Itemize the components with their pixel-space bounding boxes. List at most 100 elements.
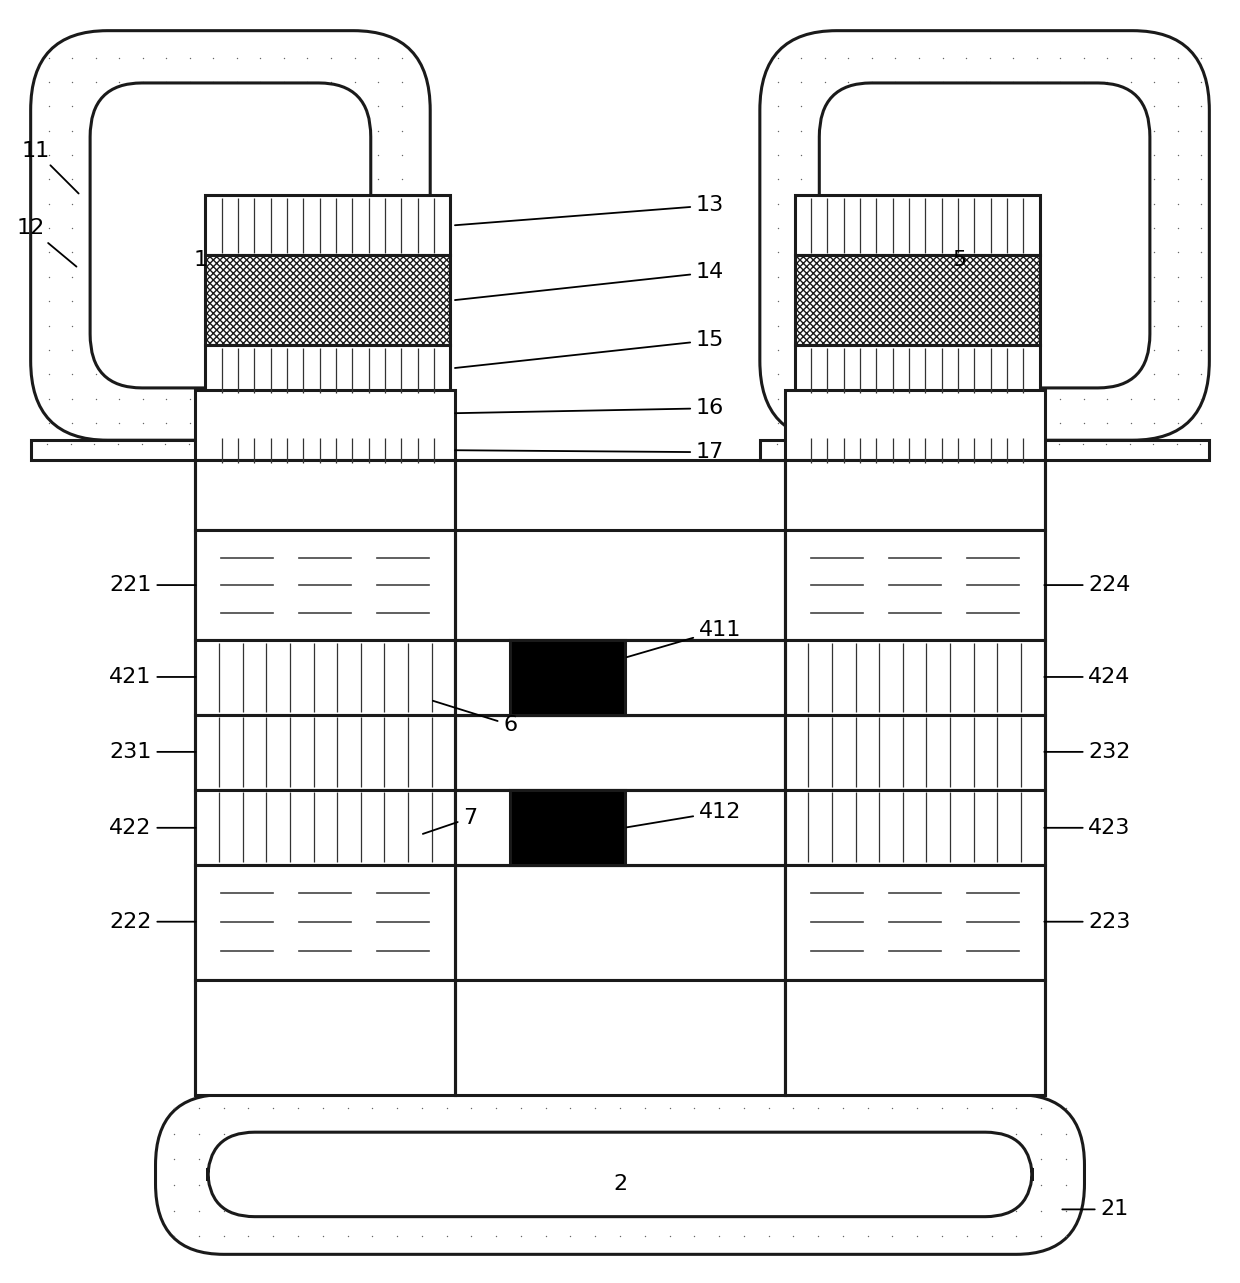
Point: [635, 1150, 655, 1170]
Point: [378, 482, 398, 503]
Point: [362, 1150, 382, 1170]
Point: [356, 1024, 376, 1044]
Point: [1003, 121, 1023, 141]
Point: [835, 390, 854, 411]
Point: [835, 482, 854, 503]
Point: [1168, 194, 1188, 214]
Point: [1097, 242, 1117, 263]
Point: [401, 506, 420, 526]
Point: [980, 72, 999, 92]
Text: 232: 232: [1044, 742, 1131, 762]
Point: [188, 1098, 208, 1119]
Point: [203, 267, 223, 287]
Point: [885, 145, 905, 166]
Point: [908, 434, 928, 454]
Point: [201, 413, 221, 434]
Point: [203, 316, 223, 336]
Point: [1145, 96, 1164, 117]
Point: [315, 412, 335, 432]
Point: [38, 364, 58, 385]
Point: [946, 1024, 966, 1044]
Point: [356, 1047, 376, 1067]
Point: [909, 218, 929, 239]
Point: [1007, 1124, 1027, 1144]
Point: [109, 267, 129, 287]
Point: [1050, 267, 1070, 287]
Bar: [196, 865, 455, 980]
Point: [946, 1047, 966, 1067]
Point: [109, 145, 129, 166]
Point: [1097, 121, 1117, 141]
Bar: [206, 435, 450, 466]
Point: [991, 482, 1011, 503]
Point: [461, 1150, 481, 1170]
Point: [1097, 169, 1117, 190]
Point: [368, 340, 388, 361]
Point: [298, 72, 317, 92]
Point: [1192, 389, 1211, 409]
Point: [812, 1070, 832, 1091]
Point: [356, 506, 376, 526]
Point: [387, 1150, 407, 1170]
Point: [1168, 218, 1188, 239]
Point: [227, 96, 247, 117]
Point: [1050, 340, 1070, 361]
Point: [335, 1047, 355, 1067]
Point: [263, 1201, 283, 1221]
Point: [223, 1070, 243, 1091]
Point: [536, 1150, 556, 1170]
Point: [511, 1175, 531, 1196]
Point: [1192, 267, 1211, 287]
Point: [156, 121, 176, 141]
Point: [227, 145, 247, 166]
Point: [790, 978, 810, 998]
Point: [1074, 194, 1094, 214]
Point: [1056, 1201, 1076, 1221]
Point: [412, 1175, 432, 1196]
Point: [1168, 72, 1188, 92]
Point: [356, 413, 376, 434]
Point: [1120, 434, 1140, 454]
Bar: [196, 640, 455, 715]
Point: [1190, 434, 1210, 454]
Point: [991, 1047, 1011, 1067]
Point: [274, 242, 294, 263]
Point: [909, 72, 929, 92]
Point: [461, 1098, 481, 1119]
Point: [387, 1227, 407, 1247]
Point: [862, 218, 882, 239]
Point: [188, 1201, 208, 1221]
Text: 15: 15: [455, 330, 724, 368]
Point: [790, 1047, 810, 1067]
Point: [109, 72, 129, 92]
Point: [378, 436, 398, 457]
Point: [766, 434, 786, 454]
Point: [857, 459, 877, 480]
Point: [86, 169, 105, 190]
Point: [1121, 413, 1141, 434]
Point: [86, 194, 105, 214]
Point: [378, 459, 398, 480]
Point: [133, 267, 153, 287]
Point: [908, 1098, 928, 1119]
Point: [288, 1150, 308, 1170]
Point: [38, 242, 58, 263]
Point: [835, 1070, 854, 1091]
Point: [1192, 72, 1211, 92]
Point: [1003, 218, 1023, 239]
Point: [201, 390, 221, 411]
Point: [946, 413, 966, 434]
Point: [991, 390, 1011, 411]
Point: [321, 291, 341, 312]
Point: [345, 316, 365, 336]
Point: [879, 1047, 899, 1067]
Bar: [785, 461, 1044, 530]
Point: [791, 364, 811, 385]
Point: [1168, 389, 1188, 409]
Point: [837, 434, 857, 454]
Point: [156, 413, 176, 434]
Point: [401, 978, 420, 998]
Point: [164, 1098, 184, 1119]
Point: [180, 267, 200, 287]
Point: [957, 1175, 977, 1196]
